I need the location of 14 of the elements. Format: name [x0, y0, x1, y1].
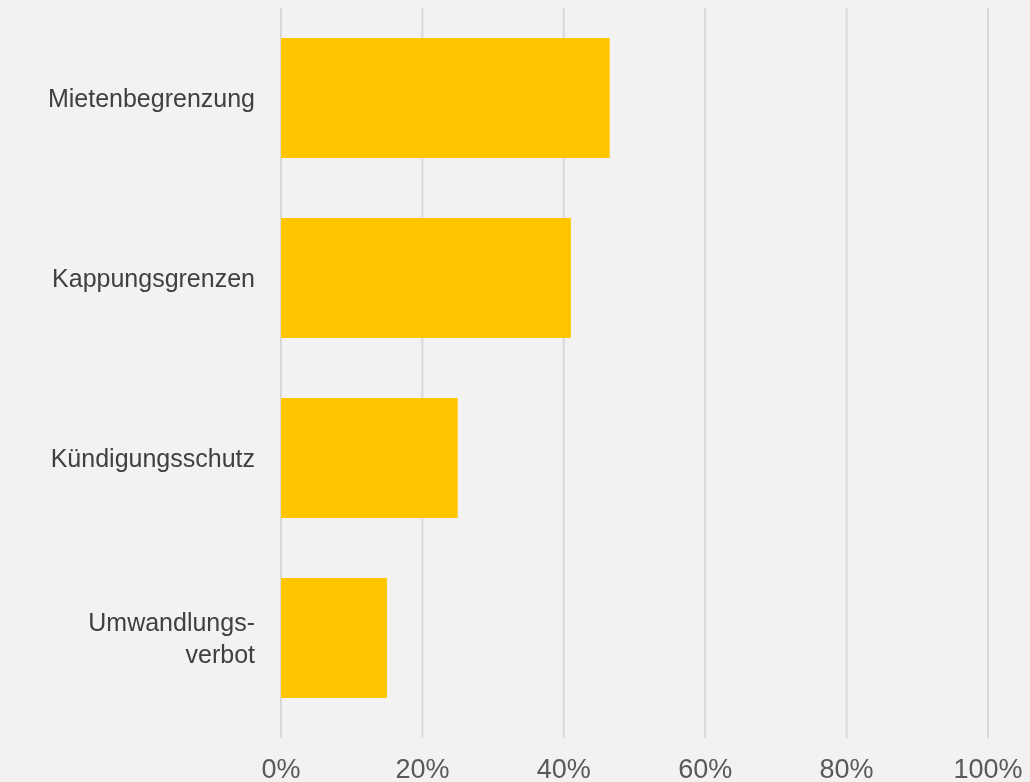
x-tick-label: 100%	[953, 754, 1023, 782]
bar	[281, 398, 458, 518]
x-tick-label: 20%	[395, 754, 450, 782]
x-tick-label: 80%	[819, 754, 874, 782]
bar	[281, 38, 610, 158]
y-tick-label: Kappungsgrenzen	[52, 264, 255, 292]
y-tick-label: Kündigungsschutz	[50, 444, 255, 472]
y-tick-label: Mietenbegrenzung	[47, 84, 255, 112]
bar	[281, 578, 388, 698]
x-tick-label: 0%	[261, 754, 301, 782]
bar	[281, 218, 571, 338]
y-tick-label: Umwandlungs- verbot	[88, 608, 256, 668]
x-tick-label: 40%	[536, 754, 591, 782]
x-tick-label: 60%	[678, 754, 733, 782]
